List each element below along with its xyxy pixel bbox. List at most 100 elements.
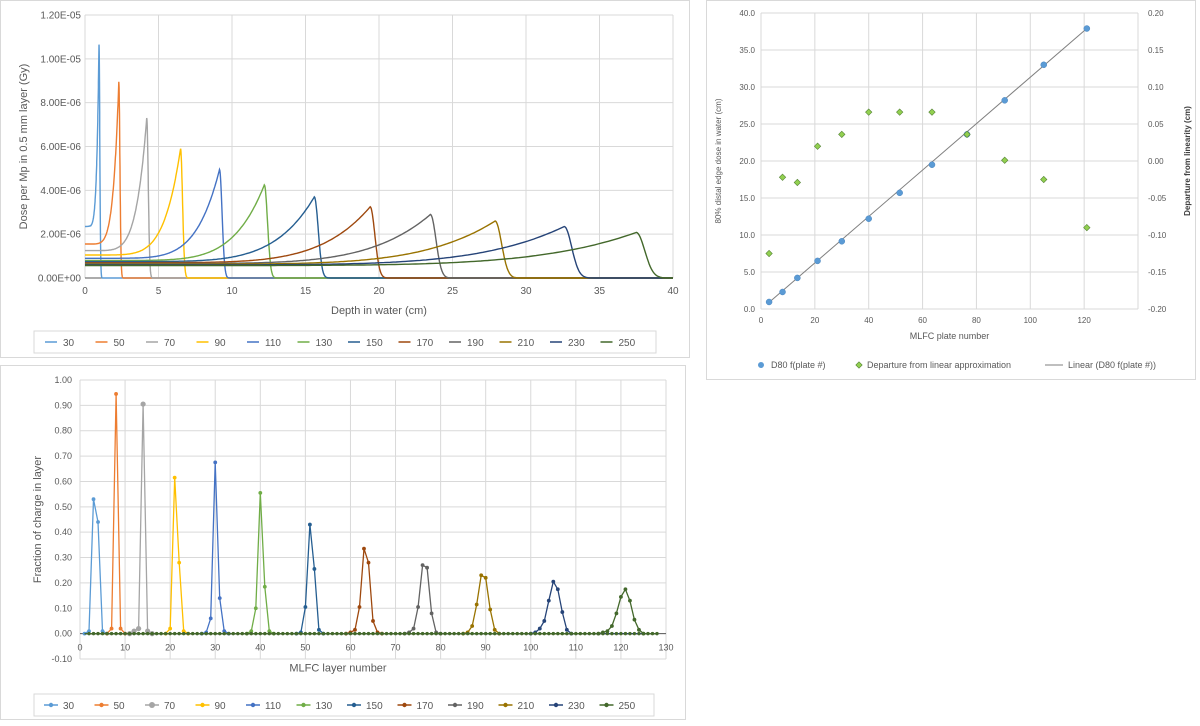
x-tick-label: 50 <box>300 643 310 653</box>
data-point-30 <box>91 497 96 502</box>
x-tick-label: 0 <box>77 643 82 653</box>
baseline-point <box>245 631 249 636</box>
data-point-230 <box>551 579 556 584</box>
series-line-50 <box>85 81 673 279</box>
data-point-110 <box>213 460 218 465</box>
baseline-point <box>267 631 272 636</box>
departure-point <box>778 173 787 181</box>
data-point-150 <box>303 605 308 609</box>
x-tick-label: 120 <box>1077 316 1091 325</box>
d80-point <box>838 238 846 245</box>
data-point-110 <box>222 629 227 633</box>
y-tick-label: 1.00E-05 <box>40 54 81 65</box>
depth-dose-chart-panel: 0 5 10 15 20 25 30 35 40 0.00E+00 2.00E-06 4.00E-06… <box>0 0 690 358</box>
data-point-190 <box>429 611 434 616</box>
data-point-210 <box>488 607 493 612</box>
baseline-point <box>524 631 528 636</box>
baseline-point <box>159 631 163 636</box>
baseline-point <box>330 631 335 636</box>
y-axis-title: 80% distal edge dose in water (cm) <box>714 98 723 223</box>
baseline-point <box>560 631 565 636</box>
baseline-point <box>533 631 537 636</box>
y2-axis-title: Departure from linearity (cm) <box>1183 106 1192 216</box>
data-point-230 <box>560 610 565 614</box>
data-point-90 <box>168 626 173 631</box>
data-point-250 <box>632 617 637 622</box>
baseline-point <box>375 631 380 636</box>
baseline-point <box>650 631 655 636</box>
legend-label: 170 <box>417 701 434 712</box>
data-point-190 <box>420 563 425 568</box>
data-point-130 <box>267 629 272 633</box>
x-tick-label: 20 <box>810 316 819 325</box>
baseline-point <box>556 631 560 636</box>
x-tick-label: 20 <box>373 286 385 297</box>
baseline-point <box>574 631 578 636</box>
baseline-point <box>470 631 474 636</box>
data-point-250 <box>623 587 628 592</box>
baseline-point <box>488 631 492 636</box>
x-tick-label: 40 <box>864 316 873 325</box>
baseline-point <box>425 631 429 636</box>
baseline-point <box>384 631 389 636</box>
y-tick-label: 35.0 <box>739 46 755 55</box>
baseline-point <box>515 631 519 636</box>
y-tick-label: 25.0 <box>739 120 755 129</box>
series-line-90 <box>85 148 673 279</box>
legend-label: 230 <box>568 701 585 712</box>
legend-label: 90 <box>215 338 227 349</box>
x-tick-label: 40 <box>667 286 679 297</box>
data-point-50 <box>109 626 114 631</box>
legend-label: 90 <box>215 701 227 712</box>
baseline-point <box>637 631 641 636</box>
baseline-point <box>181 631 186 636</box>
departure-point <box>963 130 971 138</box>
data-point-50 <box>118 626 123 631</box>
baseline-point <box>150 631 154 636</box>
x-tick-label: 110 <box>569 643 583 653</box>
baseline-point <box>172 631 177 636</box>
baseline-point <box>344 631 348 636</box>
charge-fraction-chart-panel: 0 10 20 30 40 50 60 70 80 90 100 110 120 130 -0.10 0.00… <box>0 365 686 720</box>
departure-point <box>793 178 801 187</box>
baseline-point <box>218 631 222 636</box>
x-tick-label: 130 <box>658 643 673 653</box>
y2-tick-label: 0.05 <box>1148 120 1164 129</box>
y-axis-title: Dose per Mp in 0.5 mm layer (Gy) <box>18 64 30 230</box>
depth-dose-chart: 0 5 10 15 20 25 30 35 40 0.00E+00 2.00E-06 4.00E-06… <box>18 11 679 354</box>
baseline-point <box>619 631 623 636</box>
legend-label: 170 <box>417 338 434 349</box>
legend-label: 70 <box>164 338 176 349</box>
baseline-point <box>348 631 353 636</box>
data-point-210 <box>470 624 475 628</box>
data-point-230 <box>537 626 542 631</box>
baseline-point <box>204 631 208 636</box>
data-point-210 <box>483 575 488 580</box>
departure-point <box>765 249 773 258</box>
x-tick-label: 5 <box>156 286 162 297</box>
legend-marker-170 <box>402 702 407 708</box>
baseline-point <box>416 631 420 636</box>
baseline-point <box>497 631 501 636</box>
legend-label: 110 <box>265 701 281 712</box>
departure-point <box>928 108 936 116</box>
baseline-point <box>294 631 299 636</box>
baseline-point <box>655 631 659 636</box>
baseline-point <box>601 631 605 636</box>
baseline-point <box>303 631 308 636</box>
baseline-point <box>614 631 619 636</box>
data-point-190 <box>416 605 420 609</box>
baseline-point <box>168 631 172 636</box>
legend-label: 30 <box>63 338 75 349</box>
legend-marker-190 <box>452 702 458 708</box>
y-tick-label: 0.50 <box>54 502 72 512</box>
baseline-point <box>353 631 357 636</box>
baseline-point <box>254 631 258 636</box>
x-tick-label: 0 <box>82 286 88 297</box>
baseline-point <box>565 631 569 636</box>
legend-box <box>33 693 655 717</box>
y-tick-label: 0.20 <box>54 578 72 588</box>
data-point-230 <box>546 598 551 603</box>
baseline-point <box>461 631 465 636</box>
legend-label: 190 <box>467 701 484 712</box>
